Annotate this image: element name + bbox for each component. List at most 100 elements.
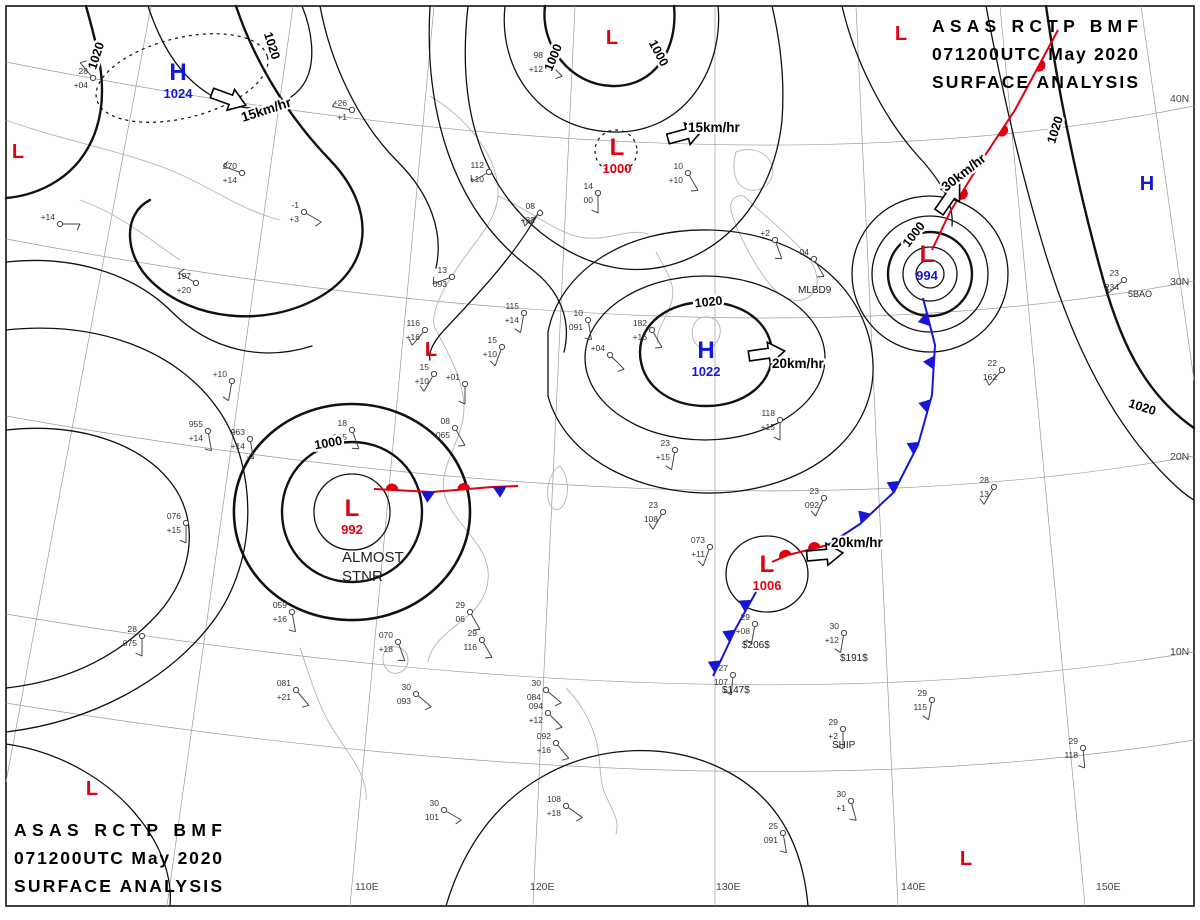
station-circle: [478, 636, 486, 644]
latitude-label: 40N: [1170, 93, 1189, 105]
wind-barb-tick: [576, 817, 583, 822]
station-plot: +01: [446, 372, 469, 405]
wind-barb-tick: [178, 268, 185, 274]
pressure-center-letter: L: [920, 241, 935, 268]
isobar: [5, 743, 171, 907]
wind-barb: [689, 175, 699, 191]
title-top-line1: ASAS RCTP BMF: [932, 16, 1138, 36]
station-value-bottom: +04: [74, 80, 89, 90]
station-value-bottom: +14: [189, 433, 204, 443]
station-plot: 963+14: [231, 427, 254, 460]
station-plot: +14: [41, 212, 81, 231]
station-value-top: 28: [79, 66, 89, 76]
wind-barb: [652, 514, 662, 530]
latitude-label: 20N: [1170, 451, 1189, 463]
station-value-bottom: +15: [167, 525, 182, 535]
front-symbol-triangle: [738, 599, 752, 613]
motion-arrow-shape: [747, 340, 787, 366]
station-value-bottom: +1: [836, 803, 846, 813]
station-value-bottom: +10: [415, 376, 430, 386]
isobar: [464, 5, 784, 271]
station-value-bottom: +18: [547, 808, 562, 818]
annotation-text: $206$: [742, 640, 770, 651]
station-value-top: +2: [760, 228, 770, 238]
station-plot: 98+12: [529, 50, 563, 80]
pressure-center-value: 1024: [164, 86, 194, 101]
station-circle: [498, 343, 506, 351]
station-value-top: 070: [379, 630, 393, 640]
title-top-line2: 071200UTC May 2020: [932, 44, 1138, 64]
isobar-value-label: 1020: [694, 294, 723, 311]
wind-barb-tick: [222, 396, 229, 402]
station-value-top: 29: [468, 628, 478, 638]
pressure-center-letter: L: [425, 339, 437, 361]
meridian-line: [5, 5, 152, 783]
isobar-value-label: 1000: [313, 434, 343, 453]
wind-barb-tick: [455, 819, 462, 825]
station-circle: [659, 508, 667, 516]
wind-barb: [520, 315, 524, 333]
pressure-center-letter: L: [86, 778, 98, 800]
pressure-center-letter: L: [610, 134, 625, 161]
wind-barb-tick: [690, 189, 699, 192]
isobar: [428, 5, 568, 353]
station-circle: [485, 168, 493, 176]
wind-barb-tick: [561, 757, 569, 761]
wind-barb-tick: [584, 337, 592, 341]
station-circle: [552, 739, 560, 747]
station-plot: +04: [591, 343, 625, 373]
wind-barb-tick: [697, 560, 704, 567]
station-value-bottom: +3: [289, 214, 299, 224]
isobar: [319, 5, 439, 269]
station-value-bottom: 108: [644, 514, 658, 524]
low-ring: [886, 230, 974, 318]
station-plot: 073+11: [691, 535, 714, 567]
wind-barb: [297, 691, 310, 706]
station-value-bottom: +14: [505, 315, 520, 325]
station-value-top: 15: [420, 362, 430, 372]
pressure-center-value: 1022: [692, 364, 721, 379]
station-plot: 118+15: [761, 408, 784, 441]
station-plot: 29+08: [736, 612, 759, 645]
wind-barb-tick: [834, 648, 841, 654]
wind-barb: [840, 635, 844, 653]
isobar: [543, 4, 676, 88]
pressure-center: L: [606, 27, 618, 49]
front-symbol-semicircle: [998, 124, 1009, 137]
latitude-label: 30N: [1170, 276, 1189, 288]
station-circle: [729, 671, 737, 679]
wind-barb-tick: [745, 639, 752, 645]
pressure-center-letter: L: [606, 27, 618, 49]
station-plot: 15+10: [415, 362, 438, 392]
pressure-center-letter: L: [895, 23, 907, 45]
station-circle: [751, 620, 759, 628]
isobar: [5, 427, 190, 689]
station-value-top: 076: [167, 511, 181, 521]
coastline: [429, 95, 499, 331]
wind-barb: [208, 433, 212, 451]
wind-barb: [524, 214, 539, 227]
station-value-bottom: 065: [436, 430, 450, 440]
station-value-top: 22: [988, 358, 998, 368]
motion-arrow: [665, 121, 705, 147]
station-value-top: 963: [231, 427, 245, 437]
station-circle: [594, 189, 602, 197]
station-circle: [520, 309, 528, 317]
station-plot: -1+3: [289, 200, 322, 227]
station-value-top: 30: [837, 789, 847, 799]
station-value-top: 116: [406, 318, 420, 328]
isobar: [128, 4, 364, 318]
annotation-text: MLBD9: [798, 285, 832, 296]
wind-barb: [223, 165, 240, 173]
station-value-top: 059: [273, 600, 287, 610]
station-value-bottom: +16: [273, 614, 288, 624]
